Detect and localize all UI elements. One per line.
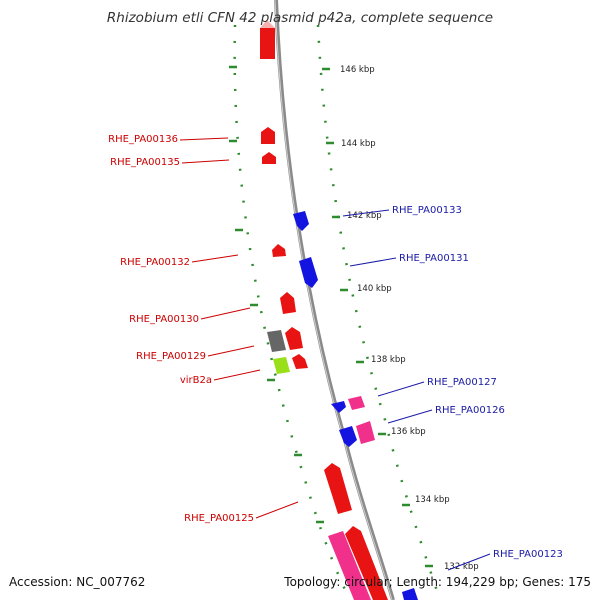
gene-feature-reverse [339,426,357,447]
leader-line [213,369,261,381]
gene-label: RHE_PA00125 [184,513,254,524]
summary-text: Topology: circular; Length: 194,229 bp; … [283,575,591,589]
gene-feature-pink [348,396,365,410]
gene-feature-forward [260,20,275,28]
leader-line [207,345,255,357]
gene-label: RHE_PA00131 [399,253,469,264]
gene-label: RHE_PA00126 [435,405,505,416]
gene-label: RHE_PA00130 [129,314,199,325]
accession-text: Accession: NC_007762 [9,575,145,589]
major-ticks [322,67,433,568]
leader-line [342,209,390,217]
plasmid-backbone-highlight [274,0,393,600]
gene-label: virB2a [180,375,212,386]
inner-ticks [229,65,324,524]
gene-feature-forward [261,127,275,144]
gene-feature-forward [280,292,296,314]
tick-label: 146 kbp [340,65,375,75]
gene-label: RHE_PA00123 [493,549,563,560]
leader-line [179,137,229,141]
label-leaders-forward [179,137,299,519]
leader-line [200,307,251,320]
gene-label: RHE_PA00127 [427,377,497,388]
label-leaders-reverse [342,209,491,571]
gene-label: RHE_PA00133 [392,205,462,216]
leader-line [191,254,239,263]
gene-feature-forward [345,526,388,600]
leader-line [255,501,299,519]
gene-feature-pink [356,421,375,444]
gene-feature-pink [328,531,371,600]
map-title: Rhizobium etli CFN 42 plasmid p42a, comp… [107,10,493,26]
gene-feature-forward [262,152,276,164]
leader-line [447,553,491,571]
gene-label: RHE_PA00129 [136,351,206,362]
tick-label: 144 kbp [341,139,376,149]
tick-label: 140 kbp [357,284,392,294]
gene-feature-forward [292,354,308,369]
tick-label: 136 kbp [391,427,426,437]
leader-line [349,257,397,267]
tick-label: 138 kbp [371,355,406,365]
tick-label: 134 kbp [415,495,450,505]
tick-labels: 146 kbp 144 kbp 142 kbp 140 kbp 138 kbp … [340,65,479,572]
gene-label: RHE_PA00136 [108,134,178,145]
leader-line [181,159,230,164]
gene-feature-forward [260,28,275,59]
gene-label: RHE_PA00135 [110,157,180,168]
gene-feature-reverse [299,257,318,288]
gene-feature-gray [267,330,286,352]
tick-label: 142 kbp [347,211,382,221]
gene-feature-forward [324,463,352,514]
leader-line [377,381,425,397]
outer-tick-ring [316,24,442,600]
gene-feature-reverse [293,211,309,231]
gene-feature-reverse [331,401,346,413]
gene-feature-green [273,357,290,374]
gene-features [260,20,418,600]
gene-feature-forward [272,244,286,257]
gene-feature-forward [285,327,303,350]
tick-label: 132 kbp [444,562,479,572]
gene-labels: RHE_PA00136 RHE_PA00135 RHE_PA00132 RHE_… [108,134,563,560]
leader-line [387,409,433,424]
gene-label: RHE_PA00132 [120,257,190,268]
gene-feature-reverse [402,588,418,600]
plasmid-backbone [274,0,395,600]
